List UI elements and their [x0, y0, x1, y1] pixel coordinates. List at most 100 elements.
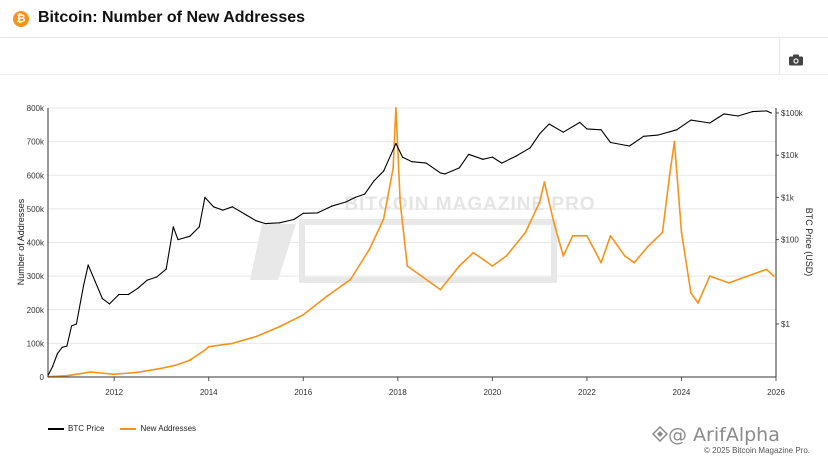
btc-price-point	[737, 115, 739, 117]
new-addresses-point	[302, 313, 305, 316]
btc-price-point	[609, 141, 612, 144]
btc-price-point	[279, 222, 281, 224]
new-addresses-point	[727, 281, 730, 284]
btc-price-point	[52, 365, 54, 367]
btc-price-point	[482, 158, 484, 160]
btc-price-point	[61, 346, 63, 348]
x-tick-label: 2018	[389, 388, 407, 397]
btc-price-point	[177, 239, 179, 241]
btc-price-point	[75, 323, 77, 325]
new-addresses-point	[174, 364, 177, 367]
y-tick-label: 100k	[27, 339, 45, 348]
btc-price-point	[354, 196, 356, 198]
btc-price-point	[395, 142, 397, 145]
new-addresses-point	[188, 359, 191, 362]
new-addresses-point	[231, 342, 234, 345]
new-addresses-point	[623, 255, 626, 257]
btc-price-point	[212, 206, 215, 208]
new-addresses-point	[458, 265, 461, 267]
new-addresses-point	[543, 181, 546, 183]
new-addresses-point	[647, 244, 650, 247]
y-tick-label: 700k	[27, 138, 45, 147]
btc-price-point	[539, 133, 541, 135]
x-tick-label: 2024	[673, 388, 691, 397]
watermark-pro-logo	[250, 219, 557, 283]
y-tick-label: 600k	[27, 171, 45, 180]
btc-price-point	[127, 293, 129, 296]
btc-price-point	[94, 281, 96, 283]
btc-price-point	[548, 123, 550, 125]
btc-price-point	[491, 156, 493, 158]
btc-price-point	[293, 218, 295, 221]
new-addresses-point	[600, 261, 602, 264]
new-addresses-point	[278, 325, 281, 328]
btc-price-point	[401, 156, 404, 158]
legend-item-btc-price[interactable]: BTC Price	[48, 424, 104, 433]
new-addresses-point	[472, 251, 475, 254]
x-tick-label: 2022	[578, 388, 596, 397]
copyright-credit: © 2025 Bitcoin Magazine Pro.	[704, 446, 810, 455]
btc-price-point	[529, 147, 531, 149]
new-addresses-point	[207, 345, 210, 348]
new-addresses-point	[772, 275, 775, 278]
page-title: Bitcoin: Number of New Addresses	[38, 9, 306, 26]
btc-price-point	[316, 212, 319, 214]
btc-price-point	[66, 345, 68, 347]
btc-price-point	[146, 279, 148, 281]
btc-price-point	[172, 226, 174, 228]
new-addresses-point	[633, 261, 636, 264]
new-addresses-point	[673, 140, 676, 143]
btc-price-point	[751, 110, 753, 113]
watermark-handle: @ ArifAlpha	[668, 424, 780, 446]
btc-price-point	[657, 134, 659, 136]
new-addresses-point	[505, 255, 508, 257]
new-addresses-point	[382, 218, 385, 220]
btc-price-point	[411, 161, 413, 163]
new-addresses-point	[66, 374, 68, 377]
y-tick-label: 500k	[27, 205, 45, 214]
camera-icon[interactable]	[788, 54, 804, 66]
legend-label-new-addresses: New Addresses	[140, 424, 197, 433]
chart-axes: 0 100k 200k 300k 400k 500k 600k 700k 800k $1 $100 $…	[27, 104, 804, 397]
new-addresses-point	[160, 367, 163, 370]
btc-price-point	[600, 129, 602, 131]
btc-price-point	[87, 264, 89, 266]
new-addresses-point	[420, 275, 423, 278]
btc-price-point	[515, 155, 517, 157]
new-addresses-point	[399, 201, 402, 204]
new-addresses-point	[349, 278, 352, 281]
new-addresses-point	[538, 201, 541, 204]
new-addresses-point	[586, 234, 588, 237]
y-tick-label: 400k	[27, 239, 45, 248]
btc-price-point	[709, 122, 711, 124]
new-addresses-point	[406, 265, 409, 267]
chart-legend: BTC Price New Addresses	[48, 424, 196, 433]
legend-item-new-addresses[interactable]: New Addresses	[120, 424, 196, 433]
btc-price-point	[165, 268, 167, 270]
new-addresses-point	[80, 372, 82, 375]
btc-price-point	[137, 287, 139, 289]
btc-price-point	[255, 220, 257, 222]
legend-swatch-btc-price	[48, 427, 64, 430]
series-btc-price	[47, 110, 772, 377]
btc-price-point	[501, 162, 503, 164]
btc-price-point	[245, 214, 248, 216]
btc-price-point	[56, 352, 59, 355]
y2-tick-label: $1k	[781, 193, 795, 202]
chart-toolbar	[0, 38, 828, 75]
new-addresses-point	[680, 231, 683, 234]
btc-price-point	[118, 293, 120, 296]
x-tick-label: 2012	[105, 388, 123, 397]
new-addresses-line	[47, 107, 775, 378]
btc-price-point	[458, 167, 460, 169]
new-addresses-point	[368, 248, 371, 251]
x-tick-label: 2016	[294, 388, 312, 397]
y-tick-label: 200k	[27, 306, 45, 315]
new-addresses-point	[136, 371, 139, 374]
y2-tick-label: $1	[781, 320, 790, 329]
y-axis-label: Number of Addresses	[16, 198, 26, 285]
btc-price-point	[264, 222, 267, 225]
btc-price-point	[765, 110, 768, 112]
new-addresses-point	[491, 265, 494, 267]
btc-price-point	[71, 325, 73, 327]
